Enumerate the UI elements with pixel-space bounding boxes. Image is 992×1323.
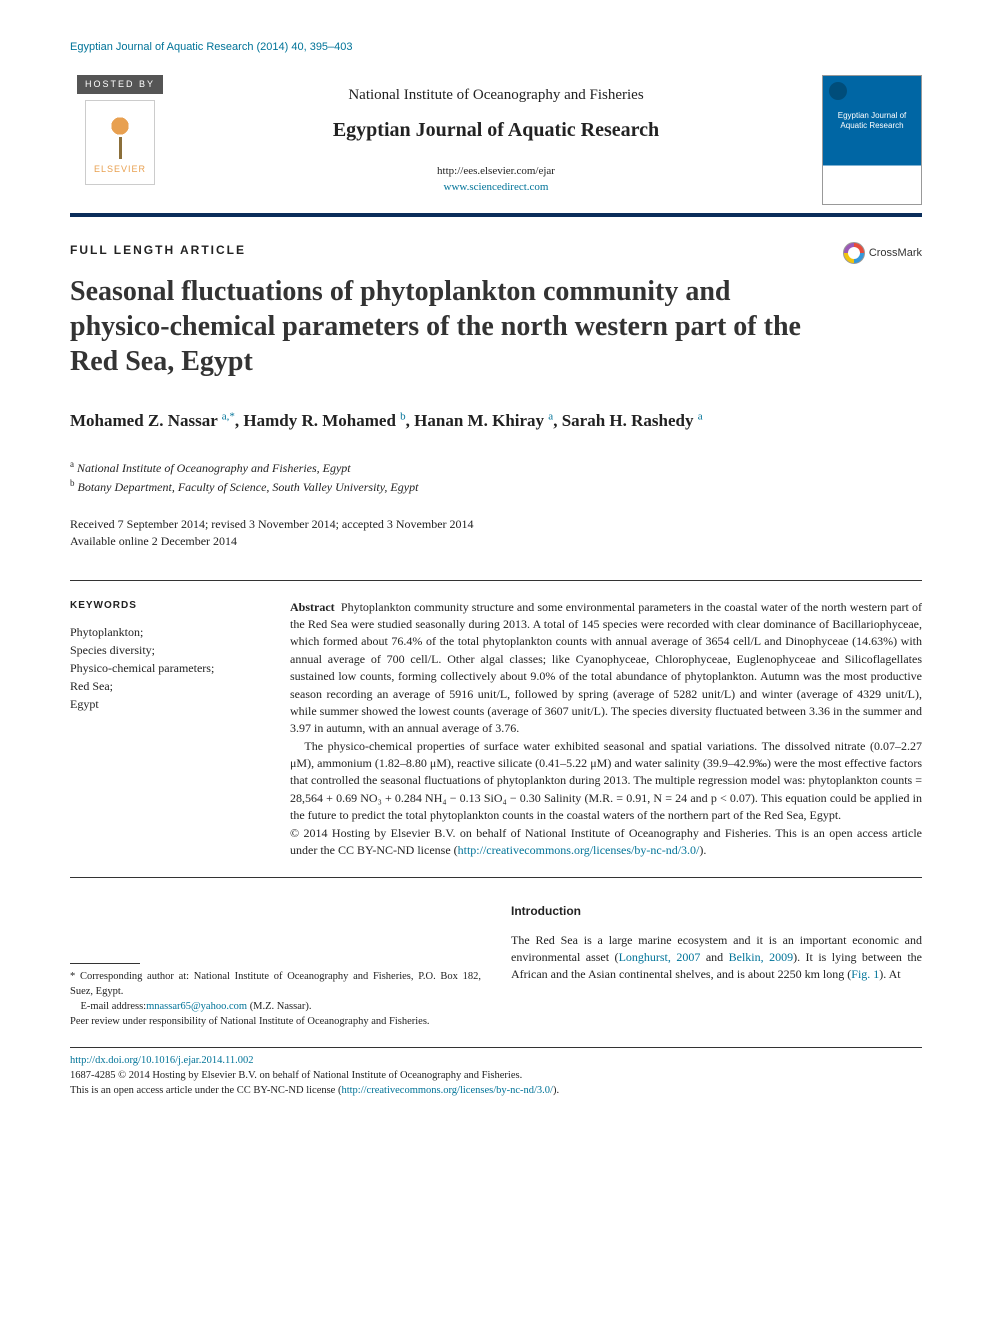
intro-mid: and [700, 950, 728, 964]
abstract-p2: The physico-chemical properties of surfa… [290, 738, 922, 825]
elsevier-wordmark: ELSEVIER [94, 163, 146, 176]
keywords-abstract-row: KEYWORDS Phytoplankton;Species diversity… [70, 580, 922, 879]
crossmark-icon [843, 242, 865, 264]
corresponding-author: * Corresponding author at: National Inst… [70, 970, 481, 999]
ref-belkin[interactable]: Belkin, 2009 [729, 950, 793, 964]
abstract-copyright: © 2014 Hosting by Elsevier B.V. on behal… [290, 825, 922, 860]
running-header: Egyptian Journal of Aquatic Research (20… [70, 40, 922, 55]
elsevier-logo: ELSEVIER [85, 100, 155, 185]
cc-license-link[interactable]: http://creativecommons.org/licenses/by-n… [458, 843, 700, 857]
affiliations: a National Institute of Oceanography and… [70, 458, 922, 496]
crossmark-badge[interactable]: CrossMark [843, 242, 922, 264]
elsevier-tree-icon [100, 109, 140, 159]
cover-title-text: Egyptian Journal of Aquatic Research [823, 111, 921, 130]
article-dates: Received 7 September 2014; revised 3 Nov… [70, 516, 922, 550]
doi-link[interactable]: http://dx.doi.org/10.1016/j.ejar.2014.11… [70, 1054, 922, 1069]
keywords-heading: KEYWORDS [70, 599, 250, 613]
footer-rule [70, 1047, 922, 1048]
journal-info: National Institute of Oceanography and F… [170, 75, 822, 205]
host-institute: National Institute of Oceanography and F… [190, 85, 802, 106]
online-line: Available online 2 December 2014 [70, 533, 922, 550]
footer-cc-pre: This is an open access article under the… [70, 1085, 341, 1096]
ref-fig1[interactable]: Fig. 1 [851, 967, 879, 981]
footer-cc-line: This is an open access article under the… [70, 1084, 922, 1099]
copyright-tail: ). [699, 843, 706, 857]
footer-block: http://dx.doi.org/10.1016/j.ejar.2014.11… [70, 1054, 922, 1098]
masthead: HOSTED BY ELSEVIER National Institute of… [70, 75, 922, 217]
email-label: E-mail address: [70, 1000, 146, 1015]
email-tail: (M.Z. Nassar). [247, 1001, 311, 1012]
keywords-column: KEYWORDS Phytoplankton;Species diversity… [70, 599, 250, 860]
footer-cc-end: ). [553, 1085, 559, 1096]
crossmark-label: CrossMark [869, 246, 922, 261]
journal-cover-thumbnail: Egyptian Journal of Aquatic Research [822, 75, 922, 205]
intro-tail: ). At [879, 967, 900, 981]
body-columns: * Corresponding author at: National Inst… [70, 903, 922, 1029]
journal-url-1[interactable]: http://ees.elsevier.com/ejar [437, 165, 555, 177]
received-line: Received 7 September 2014; revised 3 Nov… [70, 516, 922, 533]
hosted-by-block: HOSTED BY ELSEVIER [70, 75, 170, 205]
corresponding-block: * Corresponding author at: National Inst… [70, 970, 481, 1029]
keywords-list: Phytoplankton;Species diversity;Physico-… [70, 623, 250, 713]
abstract-label: Abstract [290, 600, 335, 614]
right-column: Introduction The Red Sea is a large mari… [511, 903, 922, 1029]
hosted-by-badge: HOSTED BY [77, 75, 163, 94]
ref-longhurst[interactable]: Longhurst, 2007 [619, 950, 701, 964]
abstract-column: Abstract Phytoplankton community structu… [290, 599, 922, 860]
left-column: * Corresponding author at: National Inst… [70, 903, 481, 1029]
corresponding-email-line: E-mail address: mnassar65@yahoo.com (M.Z… [70, 1000, 481, 1015]
abstract-p1-text: Phytoplankton community structure and so… [290, 600, 922, 736]
peer-review-note: Peer review under responsibility of Nati… [70, 1015, 481, 1030]
abstract-p1: Abstract Phytoplankton community structu… [290, 599, 922, 738]
affiliation-a: National Institute of Oceanography and F… [77, 461, 351, 475]
footer-cc-link[interactable]: http://creativecommons.org/licenses/by-n… [341, 1085, 553, 1096]
author-email-link[interactable]: mnassar65@yahoo.com [146, 1001, 247, 1012]
introduction-heading: Introduction [511, 903, 922, 920]
authors: Mohamed Z. Nassar a,*, Hamdy R. Mohamed … [70, 409, 922, 433]
journal-title: Egyptian Journal of Aquatic Research [190, 116, 802, 144]
issn-copyright: 1687-4285 © 2014 Hosting by Elsevier B.V… [70, 1069, 922, 1084]
footnote-rule [70, 963, 140, 964]
article-title: Seasonal fluctuations of phytoplankton c… [70, 274, 922, 379]
journal-url-2[interactable]: www.sciencedirect.com [444, 181, 549, 193]
affiliation-b: Botany Department, Faculty of Science, S… [78, 480, 419, 494]
journal-links: http://ees.elsevier.com/ejar www.science… [190, 164, 802, 195]
article-type: FULL LENGTH ARTICLE [70, 242, 922, 259]
introduction-body: The Red Sea is a large marine ecosystem … [511, 932, 922, 982]
